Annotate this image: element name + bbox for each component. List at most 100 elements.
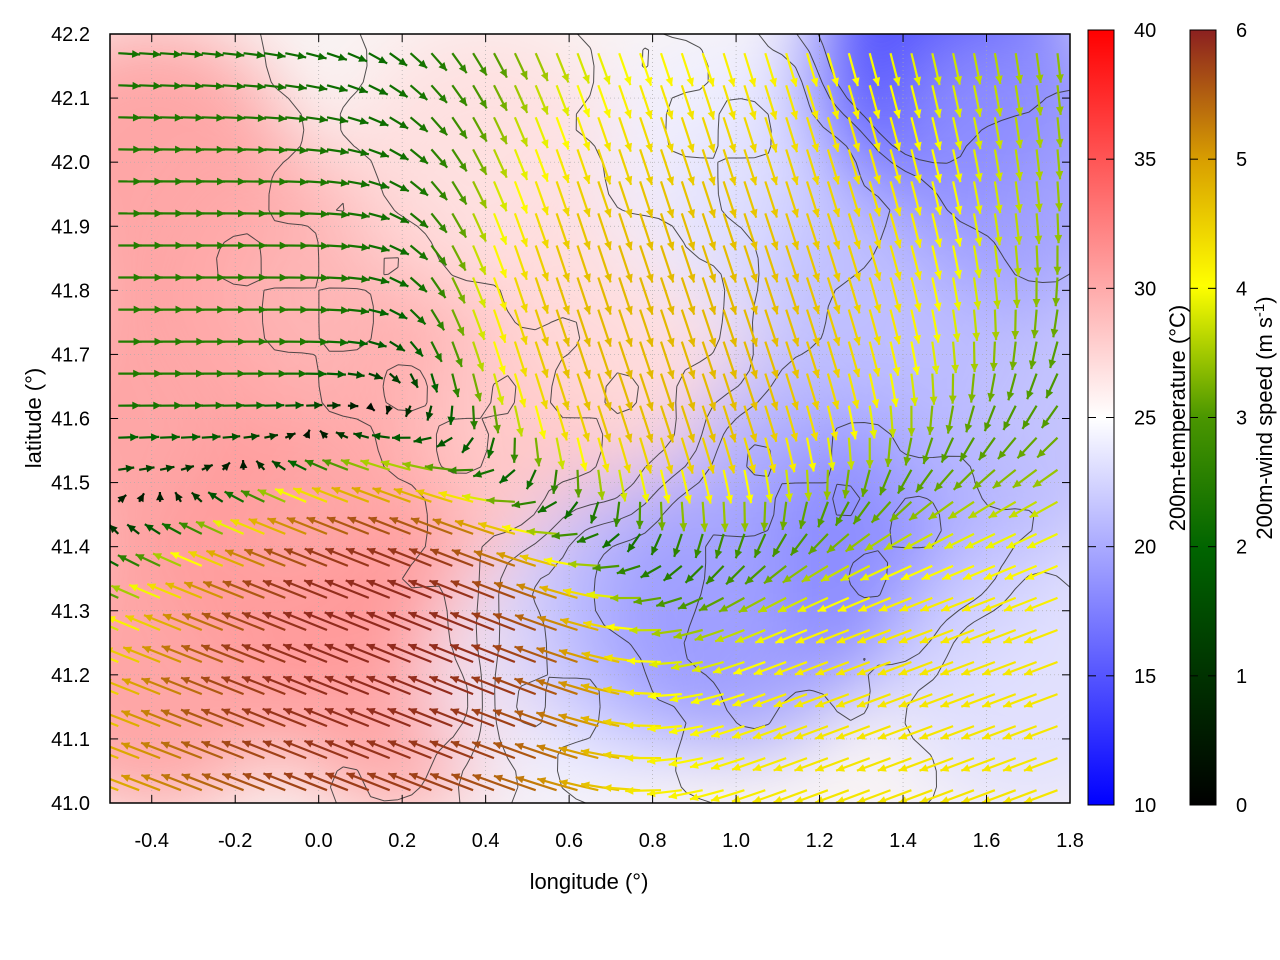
wind-arrow: [410, 517, 453, 535]
wind-arrow-head: [136, 493, 144, 503]
wind-arrow: [537, 500, 558, 514]
temperature-colorbar-tick-label: 35: [1134, 149, 1156, 171]
wind-arrow-head: [582, 432, 590, 442]
wind-arrow-head: [671, 662, 680, 671]
wind-arrow-head: [238, 305, 247, 314]
wind-arrow-head: [181, 773, 191, 781]
wind-arrow: [372, 487, 411, 503]
wind-arrow-head: [366, 579, 376, 587]
wind-arrow: [264, 369, 287, 378]
wind-arrow: [555, 245, 570, 283]
wind-arrow-head: [715, 634, 724, 643]
wind-arrow-head: [1037, 449, 1046, 458]
wind-arrow-head: [122, 678, 131, 686]
wind-arrow-head: [794, 796, 804, 803]
wind-arrow: [324, 707, 370, 728]
wind-arrow: [264, 114, 287, 123]
wind-arrow-head: [450, 644, 460, 652]
wind-arrow-head: [192, 433, 201, 442]
wind-arrow-head: [300, 241, 309, 250]
wind-arrow: [1034, 213, 1043, 244]
wind-arrow: [117, 554, 140, 567]
wind-arrow: [222, 145, 246, 154]
wind-arrow-head: [93, 586, 102, 593]
wind-arrow: [368, 516, 411, 535]
wind-arrow-head: [286, 432, 296, 441]
wind-arrow-head: [720, 523, 729, 532]
wind-arrow: [241, 707, 286, 728]
wind-arrow-head: [356, 370, 365, 379]
wind-arrow: [1056, 53, 1064, 83]
wind-arrow: [472, 373, 482, 402]
wind-arrow: [701, 245, 717, 283]
wind-arrow-head: [154, 337, 163, 346]
wind-arrow: [303, 611, 349, 632]
wind-arrow-head: [372, 432, 381, 441]
wind-arrow-head: [934, 206, 943, 215]
wind-arrow-head: [699, 603, 708, 611]
wind-arrow: [639, 405, 654, 443]
wind-arrow: [473, 550, 516, 567]
wind-arrow: [805, 277, 820, 315]
wind-arrow-head: [331, 486, 341, 495]
wind-arrow: [324, 611, 370, 632]
wind-arrow-head: [133, 209, 142, 218]
wind-arrow: [285, 209, 309, 218]
wind-arrow: [438, 490, 474, 503]
wind-arrow: [680, 405, 695, 443]
x-tick-label: 1.6: [973, 830, 1001, 852]
wind-arrow: [981, 660, 1017, 676]
wind-arrow: [386, 643, 432, 664]
wind-arrow: [402, 461, 432, 471]
wind-arrow: [451, 277, 466, 304]
wind-arrow: [618, 116, 632, 153]
wind-arrow-head: [448, 466, 457, 475]
wind-arrow: [181, 337, 205, 346]
wind-arrow-head: [1034, 235, 1043, 244]
wind-arrow-head: [1015, 204, 1023, 213]
wind-arrow-head: [133, 241, 142, 250]
wind-arrow-head: [963, 572, 972, 580]
wind-arrow-head: [919, 796, 929, 803]
wind-arrow-head: [324, 643, 334, 651]
wind-arrow: [311, 486, 349, 503]
wind-arrow: [1014, 213, 1023, 245]
wind-arrow: [948, 373, 957, 404]
wind-arrow: [555, 437, 566, 470]
wind-arrow: [306, 115, 329, 124]
wind-arrow: [668, 757, 703, 768]
wind-arrow-head: [872, 109, 881, 119]
wind-arrow: [1016, 436, 1038, 459]
wind-arrow: [202, 580, 245, 599]
wind-arrow: [805, 245, 820, 283]
wind-arrow-head: [277, 51, 286, 60]
x-tick-label: 1.0: [722, 830, 750, 852]
wind-arrow-head: [257, 114, 267, 122]
wind-arrow: [160, 741, 203, 760]
wind-arrow: [144, 523, 161, 535]
wind-arrow: [222, 337, 247, 346]
wind-arrow: [324, 739, 370, 760]
wind-arrow: [409, 180, 429, 197]
wind-arrow: [743, 84, 757, 120]
wind-arrow-head: [206, 550, 216, 558]
wind-arrow: [201, 145, 225, 154]
wind-arrow: [662, 565, 683, 582]
wind-arrow-head: [286, 517, 296, 525]
wind-arrow: [933, 469, 954, 492]
wind-arrow-head: [810, 77, 819, 87]
wind-arrow-head: [919, 732, 929, 740]
wind-arrow: [326, 516, 370, 535]
wind-arrow: [868, 117, 881, 152]
wind-arrow-head: [458, 261, 466, 271]
wind-arrow: [659, 213, 675, 251]
wind-arrow-head: [687, 369, 696, 379]
wind-arrow: [877, 725, 912, 740]
wind-arrow-head: [156, 492, 164, 501]
wind-arrow-head: [201, 773, 211, 781]
wind-arrow: [651, 628, 682, 637]
wind-arrow-head: [1013, 267, 1022, 277]
wind-arrow: [639, 341, 654, 380]
wind-arrow-head: [894, 239, 902, 249]
